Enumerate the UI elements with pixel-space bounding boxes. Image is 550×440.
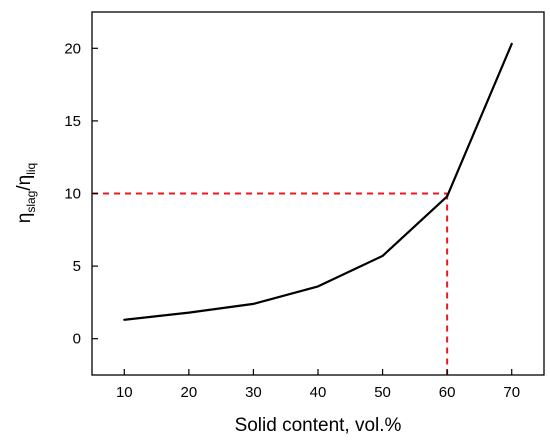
x-tick-label: 20 bbox=[181, 384, 198, 401]
y-tick-label: 15 bbox=[64, 113, 81, 130]
y-axis-label-symbol-2: η bbox=[14, 175, 35, 186]
x-tick-label: 60 bbox=[439, 384, 456, 401]
series-layer bbox=[123, 42, 513, 321]
x-tick-label: 70 bbox=[503, 384, 520, 401]
y-tick-label: 0 bbox=[73, 331, 81, 348]
y-tick-label: 10 bbox=[64, 186, 81, 203]
x-tick-label: 40 bbox=[310, 384, 327, 401]
x-axis-label: Solid content, vol.% bbox=[235, 415, 402, 436]
y-tick-label: 5 bbox=[73, 258, 81, 275]
x-axis-ticks: 10 20 30 40 50 60 70 bbox=[116, 369, 520, 401]
reference-lines bbox=[92, 192, 449, 375]
x-tick-label: 10 bbox=[116, 384, 133, 401]
y-axis-label-slash: / bbox=[14, 185, 35, 191]
y-axis-ticks: 0 5 10 15 20 bbox=[64, 40, 98, 348]
x-tick-label: 50 bbox=[374, 384, 391, 401]
x-tick-label: 30 bbox=[245, 384, 262, 401]
y-axis-label-symbol-1: η bbox=[14, 213, 35, 224]
y-axis-label: ηslag/ηliq bbox=[14, 163, 38, 223]
y-axis-label-subscript-2: liq bbox=[24, 163, 38, 175]
y-tick-label: 20 bbox=[64, 40, 81, 57]
y-axis-label-subscript-1: slag bbox=[24, 191, 38, 213]
series-line-1 bbox=[123, 42, 513, 321]
